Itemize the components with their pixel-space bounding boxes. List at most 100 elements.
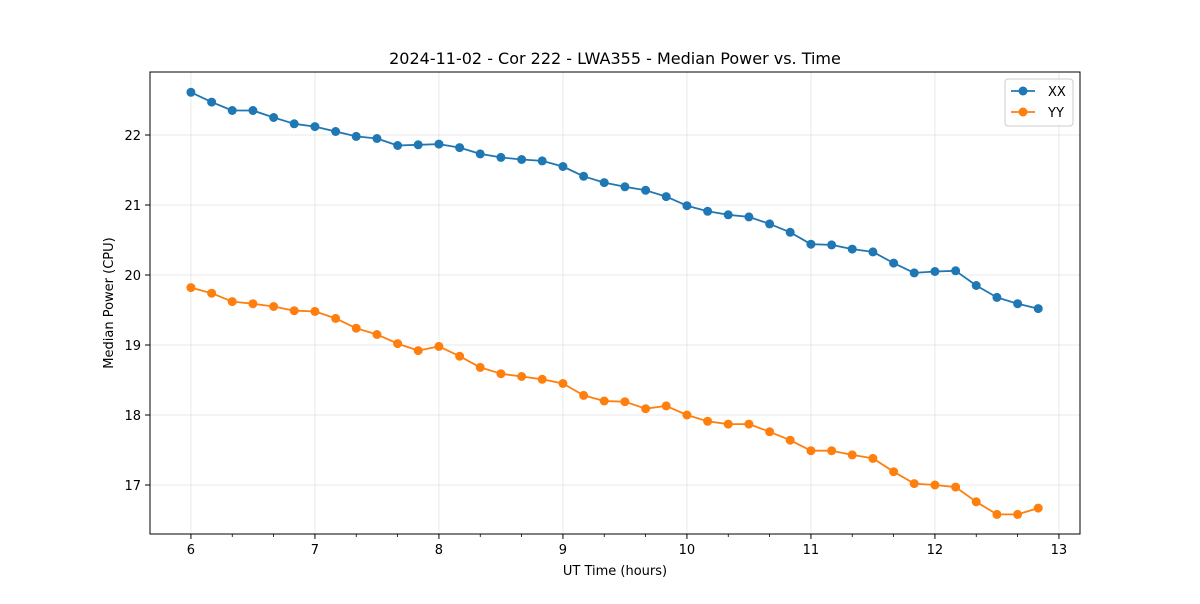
data-point-yy (599, 396, 609, 406)
x-tick-label: 7 (311, 543, 319, 558)
legend-marker-yy (1018, 107, 1028, 117)
grid-layer (150, 72, 1080, 534)
data-point-yy (331, 313, 341, 323)
data-point-xx (785, 227, 795, 237)
data-point-xx (310, 122, 320, 132)
x-tick-label: 8 (435, 543, 443, 558)
data-point-xx (537, 156, 547, 166)
data-point-yy (661, 401, 671, 411)
data-point-xx (393, 141, 403, 150)
data-point-yy (847, 450, 857, 460)
data-point-xx (827, 240, 837, 250)
data-point-xx (951, 266, 961, 276)
data-point-xx (207, 97, 217, 107)
data-point-yy (765, 427, 775, 437)
data-point-yy (207, 288, 217, 298)
data-point-yy (393, 339, 403, 349)
y-axis-label: Median Power (CPU) (102, 237, 117, 368)
data-point-yy (744, 419, 754, 429)
x-axis-label: UT Time (hours) (563, 564, 667, 579)
data-point-xx (889, 258, 899, 268)
legend: XX YY (1004, 78, 1074, 127)
data-point-yy (868, 453, 878, 463)
data-point-yy (186, 283, 196, 293)
data-point-xx (496, 152, 506, 162)
y-tick-label: 20 (124, 269, 141, 284)
y-tick-label: 21 (124, 199, 141, 214)
data-point-yy (806, 446, 816, 456)
data-point-xx (475, 149, 485, 159)
data-point-xx (868, 247, 878, 257)
y-tick-label: 17 (124, 479, 141, 494)
data-point-yy (310, 306, 320, 316)
data-point-xx (227, 106, 237, 115)
ticks-layer: 6 7 8 9 10 11 12 13 17 18 19 20 21 22 (124, 129, 1067, 558)
x-tick-label: 13 (1051, 543, 1068, 558)
data-point-yy (537, 374, 547, 384)
data-point-xx (971, 281, 981, 290)
data-point-xx (744, 212, 754, 222)
data-point-xx (703, 206, 713, 216)
x-tick-label: 12 (927, 543, 944, 558)
plot-frame (149, 71, 1081, 535)
legend-label-yy: YY (1047, 106, 1064, 121)
data-point-yy (248, 299, 258, 309)
legend-label-xx: XX (1048, 85, 1066, 100)
data-point-xx (455, 143, 465, 153)
data-point-yy (558, 379, 568, 388)
data-point-xx (765, 219, 775, 229)
legend-marker-xx (1018, 86, 1028, 96)
data-point-xx (248, 106, 258, 115)
data-point-xx (806, 239, 816, 249)
data-point-xx (289, 119, 299, 129)
data-point-yy (475, 362, 485, 372)
data-point-xx (930, 267, 940, 276)
y-tick-label: 18 (124, 409, 141, 424)
data-point-yy (372, 330, 382, 339)
data-point-yy (517, 372, 527, 381)
data-point-yy (641, 404, 651, 414)
data-point-xx (620, 182, 630, 192)
data-point-xx (372, 134, 382, 143)
y-tick-label: 22 (124, 129, 141, 144)
data-point-yy (723, 419, 733, 429)
x-tick-label: 6 (187, 543, 195, 558)
data-point-yy (785, 435, 795, 445)
data-point-yy (889, 467, 899, 477)
data-point-xx (1033, 304, 1043, 314)
data-point-yy (971, 497, 981, 507)
data-point-yy (269, 302, 279, 311)
x-tick-label: 9 (559, 543, 567, 558)
data-point-xx (641, 185, 651, 195)
data-point-yy (1013, 509, 1023, 519)
data-point-yy (351, 323, 361, 333)
data-point-xx (723, 210, 733, 220)
data-point-yy (434, 341, 444, 351)
chart-title: 2024-11-02 - Cor 222 - LWA355 - Median P… (389, 49, 841, 68)
data-point-yy (930, 480, 940, 490)
x-tick-label: 11 (803, 543, 820, 558)
data-point-xx (909, 268, 919, 278)
data-point-yy (1033, 503, 1043, 513)
data-point-yy (909, 479, 919, 489)
data-point-yy (455, 351, 465, 361)
data-point-xx (351, 131, 361, 141)
data-point-yy (682, 410, 692, 420)
data-point-yy (951, 482, 961, 492)
data-point-yy (827, 446, 837, 456)
data-point-xx (599, 178, 609, 188)
y-tick-label: 19 (124, 339, 141, 354)
data-point-xx (186, 87, 196, 97)
data-point-yy (620, 397, 630, 407)
data-point-xx (847, 244, 857, 254)
data-point-yy (703, 416, 713, 426)
data-point-xx (269, 113, 279, 122)
data-point-xx (661, 192, 671, 202)
data-point-xx (558, 162, 568, 171)
data-point-yy (289, 306, 299, 316)
data-point-yy (227, 297, 237, 307)
data-point-yy (579, 390, 589, 400)
series-layer (186, 87, 1043, 519)
data-point-xx (992, 292, 1002, 302)
